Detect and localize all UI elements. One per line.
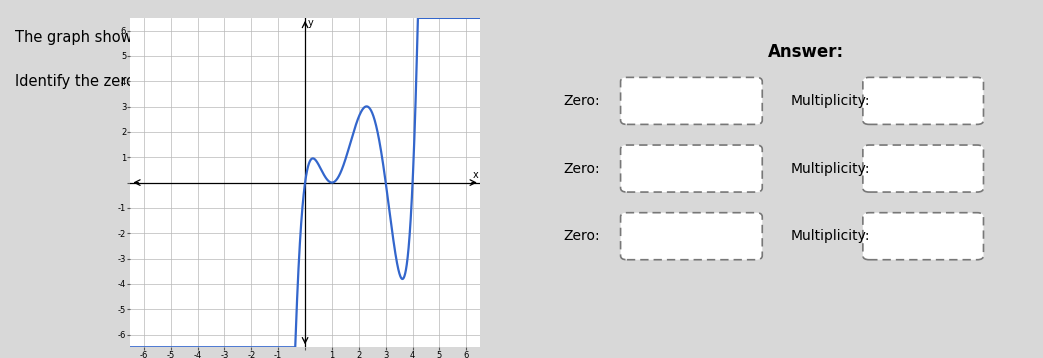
FancyBboxPatch shape (621, 77, 762, 124)
Text: Zero:: Zero: (563, 94, 601, 108)
Text: Zero:: Zero: (563, 229, 601, 243)
FancyBboxPatch shape (621, 213, 762, 260)
Text: The graph shows a polynomial function f(x) of degree 5.: The graph shows a polynomial function f(… (16, 30, 428, 45)
Text: y: y (308, 18, 314, 28)
Text: Multiplicity:: Multiplicity: (791, 94, 870, 108)
FancyBboxPatch shape (863, 145, 984, 192)
FancyBboxPatch shape (863, 77, 984, 124)
Text: Identify the zeros of f and their multiplicities.: Identify the zeros of f and their multip… (16, 74, 346, 89)
Text: Zero:: Zero: (563, 161, 601, 175)
Text: x: x (472, 170, 479, 180)
Text: Answer:: Answer: (768, 43, 844, 61)
Text: Multiplicity:: Multiplicity: (791, 161, 870, 175)
Text: Multiplicity:: Multiplicity: (791, 229, 870, 243)
FancyBboxPatch shape (863, 213, 984, 260)
FancyBboxPatch shape (621, 145, 762, 192)
